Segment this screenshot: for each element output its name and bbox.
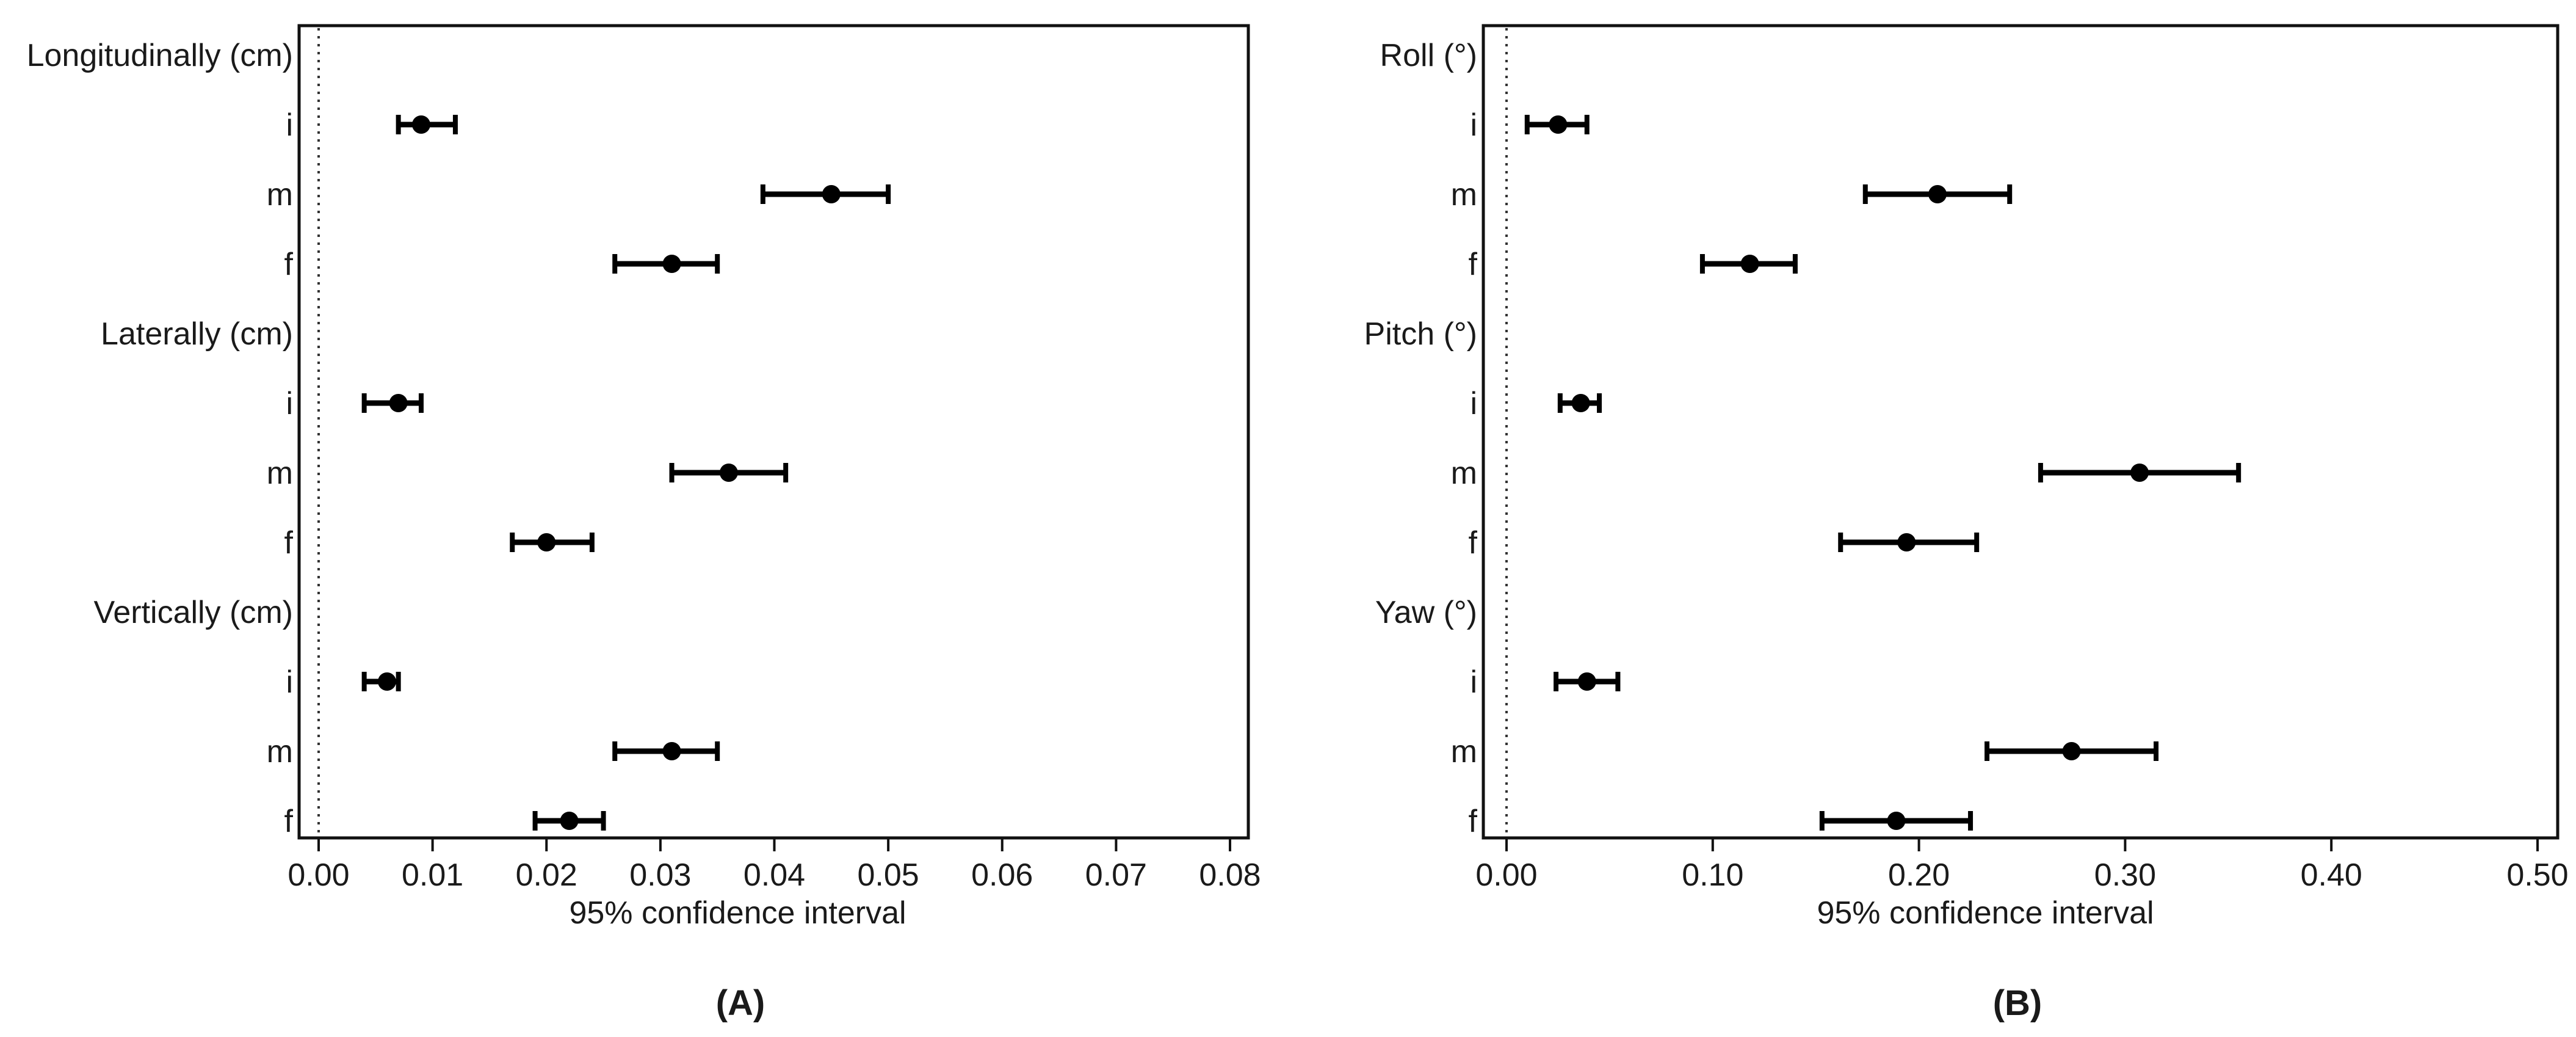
panel-a-x-tick-label: 0.01: [402, 857, 463, 893]
panel-a-point-estimate: [377, 672, 396, 691]
panel-b-label: (B): [1993, 983, 2042, 1023]
panel-b-point-estimate: [1928, 185, 1947, 203]
panel-b-row-label: f: [1469, 247, 1478, 282]
panel-a-x-tick-label: 0.03: [629, 857, 691, 893]
panel-a-row-label: f: [284, 525, 294, 561]
panel-a-row-label: f: [284, 247, 294, 282]
panel-b-point-estimate: [1549, 115, 1568, 134]
panel-b-x-tick-label: 0.40: [2301, 857, 2362, 893]
panel-a-x-tick-label: 0.05: [858, 857, 919, 893]
panel-a-row-label: m: [267, 734, 293, 770]
panel-b-x-tick-label: 0.20: [1888, 857, 1950, 893]
panel-a-label: (A): [716, 983, 765, 1023]
panel-a-plot-frame: [297, 24, 1250, 840]
panel-a-x-tick-label: 0.06: [971, 857, 1033, 893]
panel-a-point-estimate: [389, 394, 408, 412]
panel-b-point-estimate: [1897, 533, 1916, 551]
panel-b-group-label: Roll (°): [1380, 38, 1477, 73]
panel-a-x-tick-label: 0.00: [288, 857, 349, 893]
panel-b-row-label: m: [1451, 177, 1477, 213]
panel-b-plot-frame: [1482, 24, 2560, 840]
panel-b-x-tick-label: 0.30: [2094, 857, 2156, 893]
panel-b-x-axis-title: 95% confidence interval: [1817, 895, 2154, 931]
panel-a-point-estimate: [411, 115, 430, 134]
panel-a-row-label: m: [267, 456, 293, 491]
panel-b-point-estimate: [2062, 742, 2081, 760]
panel-b-x-tick-label: 0.10: [1682, 857, 1743, 893]
panel-a-group-label: Vertically (cm): [94, 595, 293, 630]
panel-a-group-label: Laterally (cm): [101, 316, 293, 352]
panel-a-row-label: i: [286, 664, 293, 700]
panel-a-row-label: i: [286, 107, 293, 143]
panel-b-x-tick-label: 0.00: [1475, 857, 1537, 893]
panel-a-x-tick-label: 0.02: [516, 857, 577, 893]
panel-b-group-label: Pitch (°): [1364, 316, 1477, 352]
panel-a-point-estimate: [560, 812, 579, 830]
panel-a-point-estimate: [822, 185, 841, 203]
panel-a-x-tick-label: 0.07: [1085, 857, 1147, 893]
panel-b-group-label: Yaw (°): [1375, 595, 1477, 630]
panel-a-row-label: f: [284, 804, 294, 839]
panel-a-point-estimate: [662, 742, 681, 760]
panel-a-point-estimate: [537, 533, 556, 551]
panel-b-point-estimate: [1740, 255, 1759, 273]
panel-b-row-label: m: [1451, 456, 1477, 491]
panel-b-point-estimate: [1571, 394, 1590, 412]
panel-a-row-label: i: [286, 386, 293, 421]
panel-b-point-estimate: [2130, 464, 2149, 482]
panel-b-row-label: i: [1470, 664, 1477, 700]
panel-a-x-tick-label: 0.04: [743, 857, 805, 893]
panel-a-row-label: m: [267, 177, 293, 213]
panel-a-point-estimate: [662, 255, 681, 273]
panel-a-chart: 0.00 0.01 0.02 0.03 0.04 0.05 0.06 0.07 0.08 95% …: [27, 24, 1261, 931]
panel-b-chart: 0.00 0.10 0.20 0.30 0.40 0.50 95% confidence i…: [1364, 24, 2569, 931]
panel-b-point-estimate: [1887, 812, 1906, 830]
panel-b-x-tick-label: 0.50: [2506, 857, 2568, 893]
panel-b-point-estimate: [1577, 672, 1596, 691]
panel-a-group-label: Longitudinally (cm): [27, 38, 293, 73]
panel-b-row-label: i: [1470, 107, 1477, 143]
panel-a-x-axis-title: 95% confidence interval: [569, 895, 906, 931]
panel-b-row-label: f: [1469, 525, 1478, 561]
panel-b-row-label: i: [1470, 386, 1477, 421]
panel-b-row-label: f: [1469, 804, 1478, 839]
panel-a-x-tick-label: 0.08: [1199, 857, 1261, 893]
panel-b-row-label: m: [1451, 734, 1477, 770]
panel-a-point-estimate: [719, 464, 738, 482]
